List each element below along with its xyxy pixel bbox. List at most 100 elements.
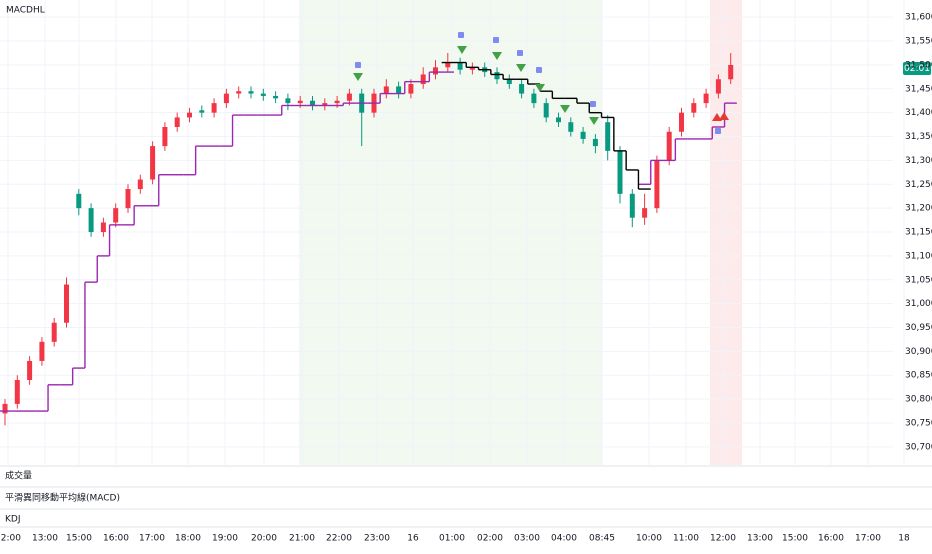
y-tick-label: 31,200	[905, 204, 932, 214]
candle-body	[629, 193, 635, 218]
x-tick-label: 15:00	[782, 534, 808, 544]
y-tick-label: 31,600	[905, 13, 932, 23]
x-tick-label: 15:00	[66, 534, 92, 544]
pane-label[interactable]: 成交量	[5, 470, 32, 482]
candle-body	[580, 131, 586, 139]
candle-body	[187, 112, 192, 118]
candle-body	[679, 112, 684, 132]
candle-body	[396, 86, 402, 94]
candle-body	[310, 100, 315, 106]
candle-body	[666, 131, 672, 161]
y-tick-label: 31,300	[905, 156, 932, 166]
y-tick-label: 30,800	[905, 395, 932, 405]
x-tick-label: 16:00	[818, 534, 844, 544]
x-tick-label: 10:00	[636, 534, 662, 544]
candle-body	[703, 93, 709, 104]
candle-body	[654, 160, 660, 209]
x-tick-label: 21:00	[289, 534, 315, 544]
candle-body	[494, 72, 500, 80]
pane-label[interactable]: KDJ	[5, 515, 21, 525]
candle-body	[297, 100, 303, 104]
x-tick-label: 02:00	[477, 534, 503, 544]
y-tick-label: 30,850	[905, 371, 932, 381]
candle-body	[285, 98, 291, 104]
x-tick-label: 03:00	[514, 534, 540, 544]
candle-body	[543, 103, 549, 118]
y-tick-label: 31,400	[905, 108, 932, 118]
candle-body	[64, 284, 69, 323]
candle-body	[199, 110, 205, 113]
y-tick-label: 31,350	[905, 132, 932, 142]
signals	[353, 32, 729, 134]
candle-body	[457, 62, 463, 70]
candle-body	[568, 122, 574, 132]
candle-body	[273, 95, 279, 99]
y-tick-label: 31,000	[905, 299, 932, 309]
candle-body	[88, 208, 94, 233]
pane-label[interactable]: 平滑異同移動平均線(MACD)	[5, 492, 120, 504]
candle-body	[76, 193, 82, 209]
x-tick-label: 17:00	[139, 534, 165, 544]
candle-body	[39, 341, 45, 361]
signal-down	[353, 73, 363, 81]
candle-body	[113, 208, 119, 223]
candle-body	[691, 103, 697, 113]
x-tick-label: 17:00	[855, 534, 881, 544]
plot	[0, 52, 737, 426]
candle-body	[617, 150, 623, 194]
x-tick-label: 11:00	[673, 534, 699, 544]
x-tick-label: 16	[407, 534, 419, 544]
icon	[458, 32, 464, 38]
candle-body	[100, 222, 106, 233]
candle-body	[420, 74, 426, 85]
candle-body	[150, 146, 156, 180]
candle-body	[2, 403, 8, 414]
signal-down	[492, 52, 502, 60]
x-tick-label: 01:00	[439, 534, 465, 544]
y-tick-label: 30,950	[905, 323, 932, 333]
price-badge	[903, 62, 931, 75]
buy-signals	[712, 112, 729, 121]
icon	[536, 67, 542, 73]
candle-body	[27, 360, 33, 381]
icon	[517, 50, 523, 56]
candle-body	[248, 91, 254, 94]
candle-body	[519, 84, 525, 94]
candle-body	[51, 322, 57, 342]
icon	[493, 37, 499, 43]
y-tick-label: 31,500	[905, 60, 932, 70]
x-tick-label: 18	[898, 534, 910, 544]
candle-body	[469, 67, 475, 70]
candle-body	[346, 93, 352, 101]
candle-body	[322, 103, 328, 106]
icon	[590, 101, 596, 107]
signal-up	[712, 113, 722, 121]
candle-body	[236, 91, 242, 94]
candle-body	[408, 84, 414, 94]
y-tick-label: 31,050	[905, 275, 932, 285]
y-tick-label: 31,100	[905, 251, 932, 261]
candle-body	[137, 179, 143, 190]
candle-body	[383, 86, 389, 94]
y-tick-label: 31,550	[905, 37, 932, 47]
y-tick-label: 30,900	[905, 347, 932, 357]
candle-body	[715, 79, 721, 94]
candle-body	[642, 208, 648, 218]
x-tick-label: 22:00	[326, 534, 352, 544]
signal-down	[535, 84, 545, 92]
signal-down	[457, 46, 467, 54]
sell-signals	[353, 46, 599, 125]
x-tick-label: 13:00	[32, 534, 58, 544]
candle-body	[162, 126, 168, 147]
y-tick-label: 31,450	[905, 84, 932, 94]
candle-body	[334, 100, 340, 104]
x-tick-label: 08:45	[589, 534, 615, 544]
candle-body	[14, 380, 20, 404]
indicator-title: MACDHL	[6, 6, 45, 16]
candle-body	[223, 93, 229, 104]
y-tick-label: 30,750	[905, 418, 932, 428]
x-tick-label: 23:00	[364, 534, 390, 544]
candle-body	[445, 62, 451, 68]
candle-body	[260, 93, 266, 96]
